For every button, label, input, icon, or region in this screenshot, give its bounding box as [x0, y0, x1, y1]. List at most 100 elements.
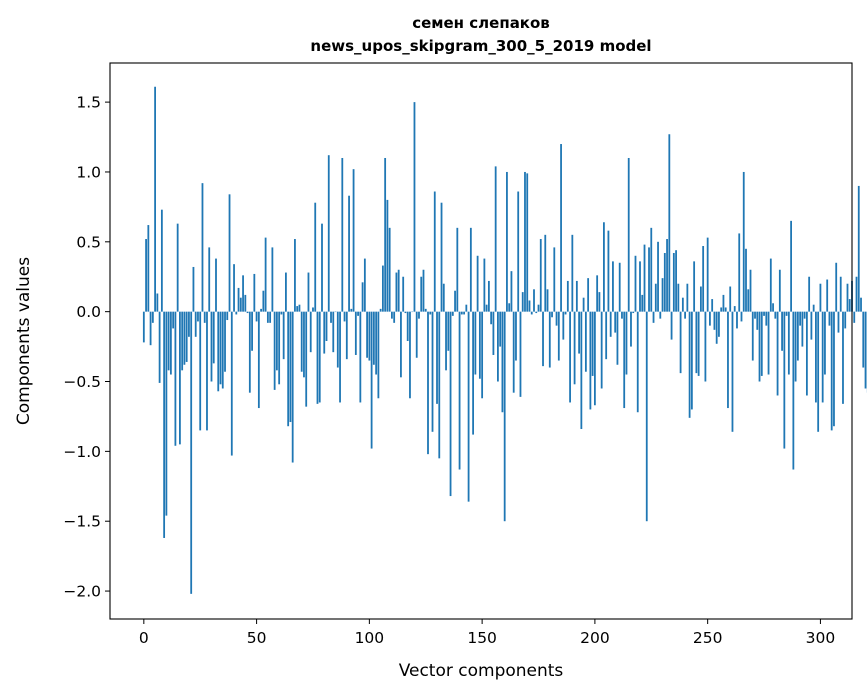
- bar-317: [857, 185, 860, 312]
- bar-9: [163, 311, 166, 538]
- bar-164: [512, 311, 515, 393]
- bar-30: [210, 311, 213, 382]
- bar-202: [598, 292, 601, 312]
- chart-title-line-2: news_upos_skipgram_300_5_2019 model: [310, 37, 651, 55]
- bar-198: [589, 311, 592, 410]
- bar-146: [472, 311, 474, 435]
- bar-259: [727, 311, 729, 409]
- bar-2: [147, 225, 150, 312]
- bar-294: [805, 311, 808, 396]
- bar-208: [612, 261, 614, 312]
- bar-251: [709, 311, 711, 326]
- bar-103: [375, 311, 378, 375]
- bar-91: [348, 195, 350, 312]
- bar-270: [751, 311, 754, 361]
- bar-56: [269, 311, 272, 323]
- bar-125: [424, 308, 427, 312]
- bar-163: [510, 271, 513, 312]
- bar-130: [436, 311, 438, 404]
- bar-298: [815, 311, 817, 403]
- bar-107: [384, 157, 387, 312]
- bar-108: [386, 199, 389, 312]
- bar-128: [431, 311, 434, 432]
- bar-45: [244, 294, 247, 312]
- bar-171: [528, 300, 531, 312]
- bar-291: [799, 311, 802, 326]
- bar-97: [361, 282, 364, 312]
- bar-271: [754, 311, 756, 319]
- bar-144: [467, 311, 470, 502]
- bar-301: [821, 311, 824, 403]
- y-tick-label-0: 1.5: [76, 94, 101, 112]
- bar-1: [145, 239, 147, 312]
- bar-227: [654, 283, 657, 312]
- bar-66: [291, 311, 294, 463]
- bar-315: [853, 311, 856, 323]
- bar-193: [578, 311, 580, 354]
- bar-189: [569, 311, 571, 403]
- bar-121: [415, 311, 418, 358]
- bar-311: [844, 311, 847, 329]
- bar-261: [731, 311, 734, 432]
- bar-6: [156, 293, 159, 312]
- bar-152: [485, 304, 488, 312]
- bar-252: [711, 299, 714, 312]
- bar-48: [251, 311, 253, 351]
- bar-64: [287, 311, 290, 427]
- bar-275: [763, 311, 765, 316]
- bar-26: [201, 183, 204, 312]
- y-tick-label-3: 0.0: [76, 303, 101, 321]
- bar-114: [400, 311, 402, 378]
- bar-76: [314, 202, 317, 312]
- bar-17: [181, 311, 184, 371]
- bar-194: [580, 311, 583, 430]
- bar-242: [688, 311, 691, 418]
- bar-115: [402, 276, 405, 312]
- bar-14: [174, 311, 177, 446]
- bar-35: [221, 311, 224, 389]
- bar-79: [321, 223, 323, 312]
- bar-212: [621, 311, 623, 319]
- bar-296: [810, 311, 813, 340]
- bar-148: [476, 255, 479, 312]
- bar-153: [487, 280, 490, 312]
- bar-178: [544, 234, 547, 312]
- bar-158: [499, 311, 502, 347]
- bar-34: [219, 311, 222, 385]
- bar-55: [266, 311, 269, 323]
- bar-154: [490, 311, 493, 325]
- bar-222: [643, 244, 646, 312]
- bar-29: [208, 247, 211, 312]
- bar-205: [605, 311, 608, 360]
- bar-95: [357, 311, 359, 316]
- bar-78: [318, 311, 321, 403]
- bar-243: [690, 311, 693, 410]
- bar-0: [142, 311, 145, 343]
- bar-67: [294, 239, 296, 312]
- y-tick-label-1: 1.0: [76, 163, 101, 181]
- bar-8: [160, 209, 163, 312]
- bar-72: [305, 311, 308, 407]
- bar-139: [456, 227, 459, 312]
- bar-126: [427, 311, 429, 455]
- bar-140: [458, 311, 461, 470]
- y-axis-ticks: 1.5 1.0 0.5 0.0 −0.5 −1.0 −1.5 −2.0: [63, 94, 110, 601]
- bar-190: [571, 234, 574, 312]
- bar-143: [465, 304, 468, 312]
- bar-295: [808, 276, 811, 312]
- bar-5: [154, 86, 156, 312]
- bar-309: [839, 276, 842, 312]
- bar-236: [675, 250, 677, 312]
- bar-302: [824, 311, 826, 375]
- bar-276: [765, 311, 768, 326]
- bar-47: [248, 311, 251, 393]
- bar-186: [562, 311, 565, 340]
- bar-187: [564, 311, 567, 315]
- bar-15: [176, 223, 179, 312]
- bar-286: [787, 311, 790, 375]
- bar-235: [672, 252, 675, 312]
- bar-63: [285, 272, 287, 312]
- bar-136: [449, 311, 452, 497]
- bar-216: [630, 311, 632, 347]
